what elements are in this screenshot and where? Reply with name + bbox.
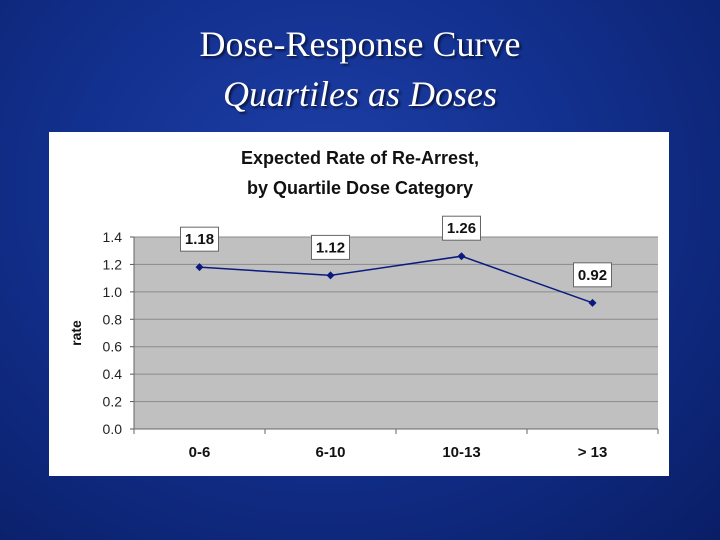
slide-subtitle: Quartiles as Doses: [222, 74, 497, 114]
y-tick-label: 0.2: [103, 394, 123, 410]
series-line: [199, 255, 593, 304]
data-label: 1.18: [185, 231, 214, 248]
y-tick-label: 0.8: [103, 311, 123, 327]
series-layer: 1.18 1.12 1.26 0.92: [180, 215, 612, 307]
y-tick-label: 0.0: [103, 421, 123, 437]
data-label-box: [442, 215, 481, 241]
chart-subtitle: by Quartile Dose Category: [247, 178, 473, 198]
x-tick-label: > 13: [578, 444, 608, 461]
x-tick-label: 6-10: [315, 444, 345, 461]
axes: 0.0 0.2 0.4 0.6 0.8 1.0 1.2 1.4 0-6 6-10 10-13 > 13: [103, 229, 659, 461]
data-label: 1.26: [447, 220, 476, 237]
data-point: [195, 263, 204, 272]
data-label-box: [573, 262, 612, 288]
y-tick-label: 1.0: [103, 284, 123, 300]
data-point: [326, 271, 335, 280]
data-label: 0.92: [578, 267, 607, 284]
slide-title: Dose-Response Curve: [199, 24, 521, 64]
data-label-box: [180, 226, 219, 252]
x-tick-label: 10-13: [442, 444, 480, 461]
y-tick-label: 1.2: [103, 256, 123, 272]
y-axis-label: rate: [68, 320, 84, 346]
data-point: [457, 252, 466, 261]
chart-title: Expected Rate of Re-Arrest,: [241, 148, 479, 168]
y-tick-label: 0.6: [103, 339, 123, 355]
y-tick-label: 1.4: [103, 229, 123, 245]
data-label-box: [311, 234, 350, 260]
x-tick-label: 0-6: [189, 444, 211, 461]
data-label: 1.12: [316, 239, 345, 256]
data-point: [588, 298, 597, 307]
y-tick-label: 0.4: [103, 366, 123, 382]
